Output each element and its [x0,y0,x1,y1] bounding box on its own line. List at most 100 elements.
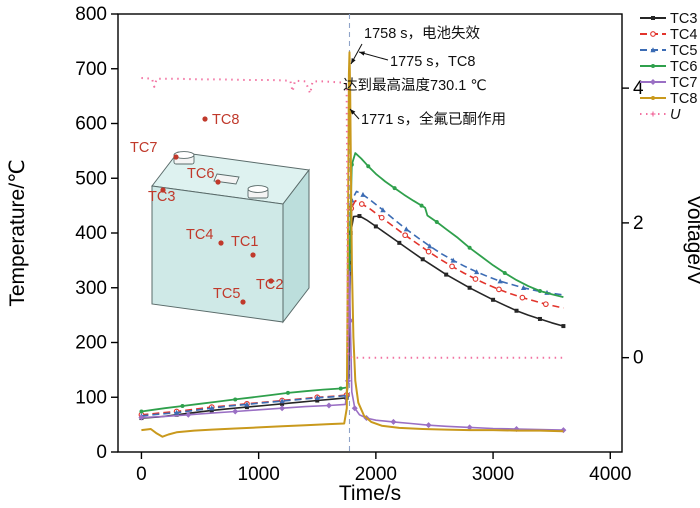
y-right-tick-label: 4 [633,78,644,99]
triangle-marker [403,226,409,232]
legend-label: TC3 [670,11,697,27]
diamond-marker [390,418,397,425]
triangle-marker [427,243,433,249]
diamond-marker [351,405,358,412]
triangle-marker [314,394,320,400]
triangle-marker [474,269,480,275]
thermocouple-dot-TC8 [202,116,208,122]
diamond-marker [425,422,432,429]
circle-marker [502,270,507,275]
thermocouple-label-TC3: TC3 [148,189,175,205]
triangle-marker [450,257,456,263]
circle-marker [537,289,542,294]
circle-open-marker [496,286,502,293]
thermocouple-dot-TC4 [218,240,224,246]
circle-marker [392,186,397,191]
triangle-marker [174,409,180,415]
thermocouple-label-TC5: TC5 [213,286,240,302]
triangle-marker [520,284,527,290]
diamond-marker [325,402,332,409]
diamond-marker [232,408,239,415]
legend-item-TC8: TC8 [640,91,697,107]
y-left-tick-label: 0 [96,442,107,463]
battery-terminal-top [173,151,195,159]
circle-marker [366,164,371,169]
circle-open-marker [378,214,385,221]
annotation-text: 1775 s，TC8 [390,54,475,70]
square-marker [397,240,402,245]
circle-marker [180,404,185,409]
thermocouple-dot-TC2 [268,278,274,284]
circle-open-marker [402,232,409,239]
thermocouple-dot-TC3 [160,187,166,193]
square-marker [491,297,496,302]
y-right-tick-label: 2 [633,213,644,234]
legend-item-TC5: TC5 [640,43,697,59]
triangle-marker [650,47,656,53]
circle-marker [434,220,439,225]
legend-label: TC4 [670,27,697,43]
thermocouple-label-TC6: TC6 [187,166,214,182]
circle-open-marker [358,201,365,207]
square-marker [315,398,320,403]
x-tick-label: 4000 [589,464,631,485]
thermocouple-dot-TC7 [173,154,179,160]
series-TC4-line [141,199,564,416]
y-left-tick-label: 100 [75,387,107,408]
thermocouple-dot-TC5 [240,299,246,305]
y-right-tick-label: 0 [633,348,644,369]
series-TC3-line [141,215,564,419]
diamond-marker [650,79,656,85]
series-TC5-line [141,190,564,417]
y-left-tick-label: 300 [75,278,107,299]
circle-open-marker [449,263,455,270]
y-left-axis-title: Temperature/℃ [6,159,29,306]
annotation-text: 1758 s，电池失效 [364,25,481,42]
square-marker [561,324,566,329]
triangle-marker [209,405,215,411]
circle-open-marker [425,248,432,255]
circle-marker [338,386,343,391]
annotation-1: 1758 s，电池失效 [350,25,481,65]
diamond-marker [466,424,473,431]
x-tick-label: 3000 [472,464,514,485]
legend-item-TC3: TC3 [640,11,697,27]
thermocouple-label-TC7: TC7 [130,140,157,156]
thermocouple-dot-TC6 [215,179,221,185]
legend-label: TC7 [670,75,697,91]
circle-marker [467,245,472,250]
legend-item-TC4: TC4 [640,27,697,43]
thermocouple-label-TC8: TC8 [212,112,239,128]
annotation-text: 1771 s，全氟已酮作用 [361,110,506,128]
thermocouple-label-TC4: TC4 [186,227,213,243]
legend-label: TC8 [670,91,697,107]
square-marker [280,401,285,406]
circle-open-marker [542,301,549,308]
x-tick-label: 2000 [355,464,397,485]
circle-marker [651,96,655,100]
thermocouple-dot-TC1 [250,252,256,258]
series-TC8 [141,51,564,438]
x-tick-label: 0 [136,464,147,485]
battery-terminal-top [247,185,269,193]
square-marker [244,405,249,410]
circle-marker [233,397,238,402]
legend-label: TC5 [670,43,697,59]
legend-item-U: U [640,107,681,123]
annotation-3: 1771 s，全氟已酮作用 [349,108,506,128]
square-marker [420,257,425,262]
diamond-marker [138,414,145,421]
y-left-tick-label: 600 [75,114,107,135]
circle-marker [419,203,424,208]
diamond-marker [560,427,567,434]
thermocouple-label-TC2: TC2 [256,277,283,293]
circle-marker [651,64,655,68]
annotation-text: 达到最高温度730.1 ℃ [343,77,487,94]
square-marker [651,16,655,20]
series-TC7-line [141,270,564,431]
battery-face-side [282,168,310,324]
x-tick-label: 1000 [238,464,280,485]
